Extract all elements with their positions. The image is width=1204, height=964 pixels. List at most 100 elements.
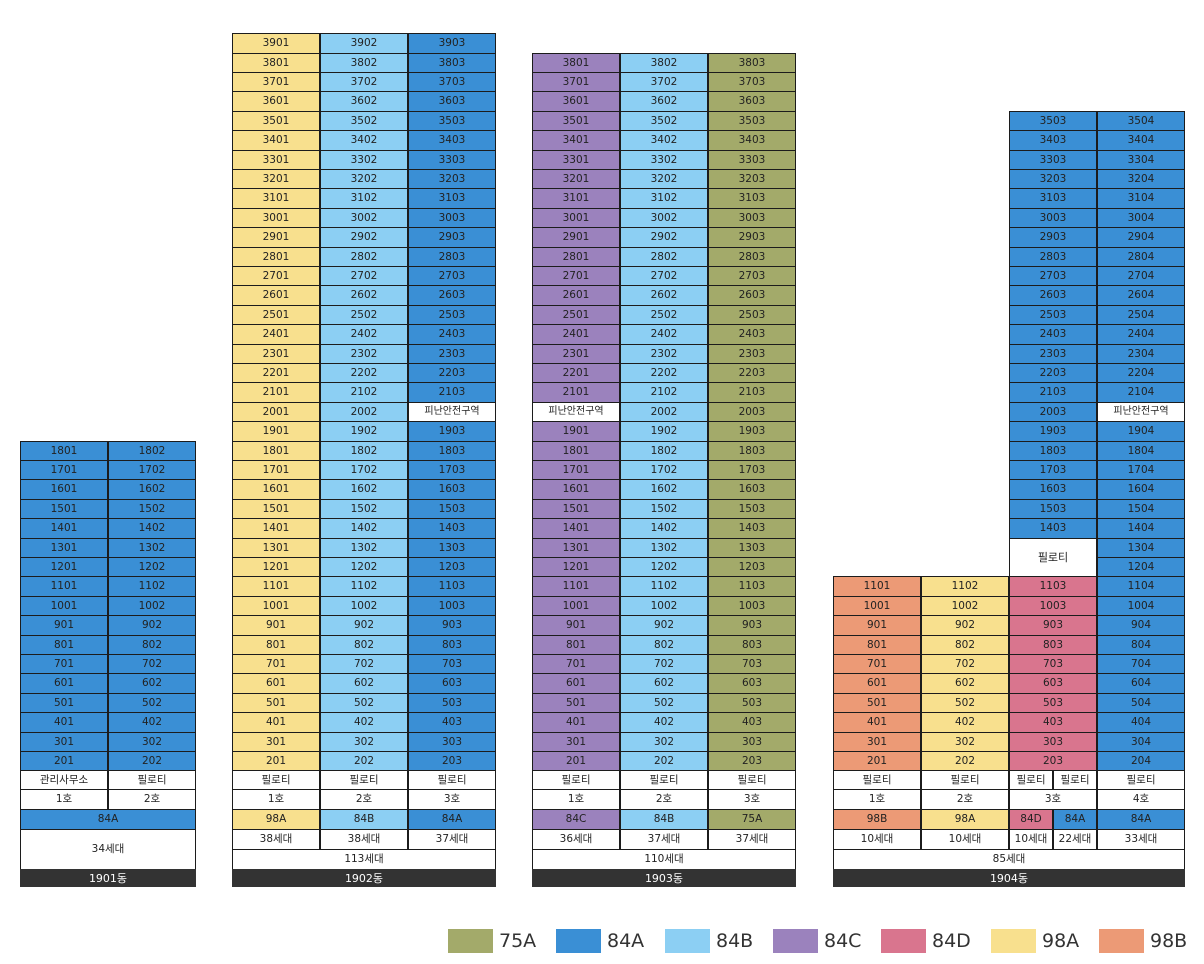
legend-swatch [773,929,818,953]
unit-cell: 3601 [532,91,620,112]
unit-cell: 2302 [320,343,408,364]
unit-cell: 2603 [408,285,496,306]
unit-cell: 802 [108,634,196,655]
unit-cell: 3402 [320,130,408,151]
unit-cell: 2301 [532,343,620,364]
unit-cell: 2103 [708,382,796,403]
unit-cell: 1203 [708,557,796,578]
unit-cell: 903 [408,615,496,636]
unit-cell: 2804 [1097,246,1185,267]
unit-cell: 701 [232,654,320,675]
unit-cell: 3703 [708,72,796,93]
unit-cell: 1103 [408,576,496,597]
unit-cell: 503 [408,692,496,714]
unit-cell: 1403 [408,518,496,539]
line-number-cell: 1호 [833,789,921,810]
unit-cell: 3701 [232,72,320,93]
unit-cell: 401 [232,712,320,733]
unit-cell: 3002 [620,207,708,229]
unit-cell: 1202 [320,557,408,578]
unit-cell: 602 [320,673,408,694]
unit-cell: 302 [320,731,408,752]
unit-cell: 1303 [708,537,796,558]
unit-cell: 1701 [20,460,108,481]
unit-cell: 1001 [20,595,108,617]
household-count-cell: 37세대 [620,829,708,850]
unit-cell: 2301 [232,343,320,364]
unit-cell: 801 [532,634,620,655]
unit-cell: 202 [921,751,1009,772]
unit-cell: 704 [1097,654,1185,675]
unit-cell: 301 [833,731,921,752]
unit-cell: 203 [708,751,796,772]
household-count-cell: 37세대 [408,829,496,850]
building-total-cell: 85세대 [833,849,1185,870]
unit-cell: 2602 [320,285,408,306]
unit-cell: 904 [1097,615,1185,636]
unit-cell: 2501 [532,304,620,326]
unit-cell: 1602 [108,479,196,500]
unit-cell: 401 [833,712,921,733]
unit-cell: 1003 [708,595,796,617]
unit-cell: 1103 [1009,576,1097,597]
household-count-cell: 33세대 [1097,829,1185,850]
unit-cell: 3502 [620,110,708,132]
unit-cell: 504 [1097,692,1185,714]
unit-cell: 3201 [532,169,620,190]
unit-cell: 2404 [1097,324,1185,345]
building-name-bar: 1902동 [232,869,496,887]
unit-cell: 1801 [232,440,320,461]
unit-cell: 1703 [1009,460,1097,481]
unit-cell: 3702 [320,72,408,93]
unit-cell: 1703 [408,460,496,481]
unit-cell: 3601 [232,91,320,112]
unit-cell: 2401 [232,324,320,345]
unit-cell: 2901 [232,227,320,248]
unit-cell: 902 [108,615,196,636]
unit-type-cell: 75A [708,809,796,830]
unit-cell: 303 [1009,731,1097,752]
unit-type-cell: 98B [833,809,921,830]
unit-cell: 2503 [708,304,796,326]
unit-cell: 3103 [408,188,496,209]
unit-cell: 703 [1009,654,1097,675]
unit-cell: 902 [620,615,708,636]
unit-cell: 2401 [532,324,620,345]
unit-cell: 1101 [532,576,620,597]
unit-cell: 2703 [708,266,796,287]
unit-cell: 1003 [1009,595,1097,617]
unit-cell: 1302 [108,537,196,558]
line-number-cell: 2호 [620,789,708,810]
pilotis-cell: 필로티 [1097,770,1185,790]
line-number-cell: 1호 [532,789,620,810]
unit-cell: 803 [1009,634,1097,655]
unit-cell: 1304 [1097,537,1185,558]
refuge-area-cell: 피난안전구역 [1097,401,1185,423]
unit-cell: 801 [232,634,320,655]
unit-cell: 2304 [1097,343,1185,364]
household-count-cell: 34세대 [20,829,196,870]
unit-cell: 3102 [320,188,408,209]
unit-cell: 301 [532,731,620,752]
unit-cell: 3504 [1097,110,1185,132]
unit-cell: 1903 [708,421,796,442]
unit-cell: 1401 [232,518,320,539]
unit-cell: 3602 [620,91,708,112]
unit-cell: 802 [620,634,708,655]
unit-cell: 3702 [620,72,708,93]
unit-cell: 1204 [1097,557,1185,578]
pilotis-cell: 필로티 [833,770,921,790]
unit-cell: 2502 [320,304,408,326]
unit-cell: 204 [1097,751,1185,772]
unit-cell: 1701 [532,460,620,481]
unit-cell: 2701 [532,266,620,287]
unit-cell: 502 [921,692,1009,714]
pilotis-cell: 필로티 [1053,770,1097,790]
unit-cell: 2801 [532,246,620,267]
unit-cell: 1103 [708,576,796,597]
line-number-cell: 3호 [708,789,796,810]
unit-cell: 601 [20,673,108,694]
ground-floor-cell: 필로티 [108,770,196,790]
unit-cell: 2203 [708,363,796,384]
unit-cell: 301 [20,731,108,752]
